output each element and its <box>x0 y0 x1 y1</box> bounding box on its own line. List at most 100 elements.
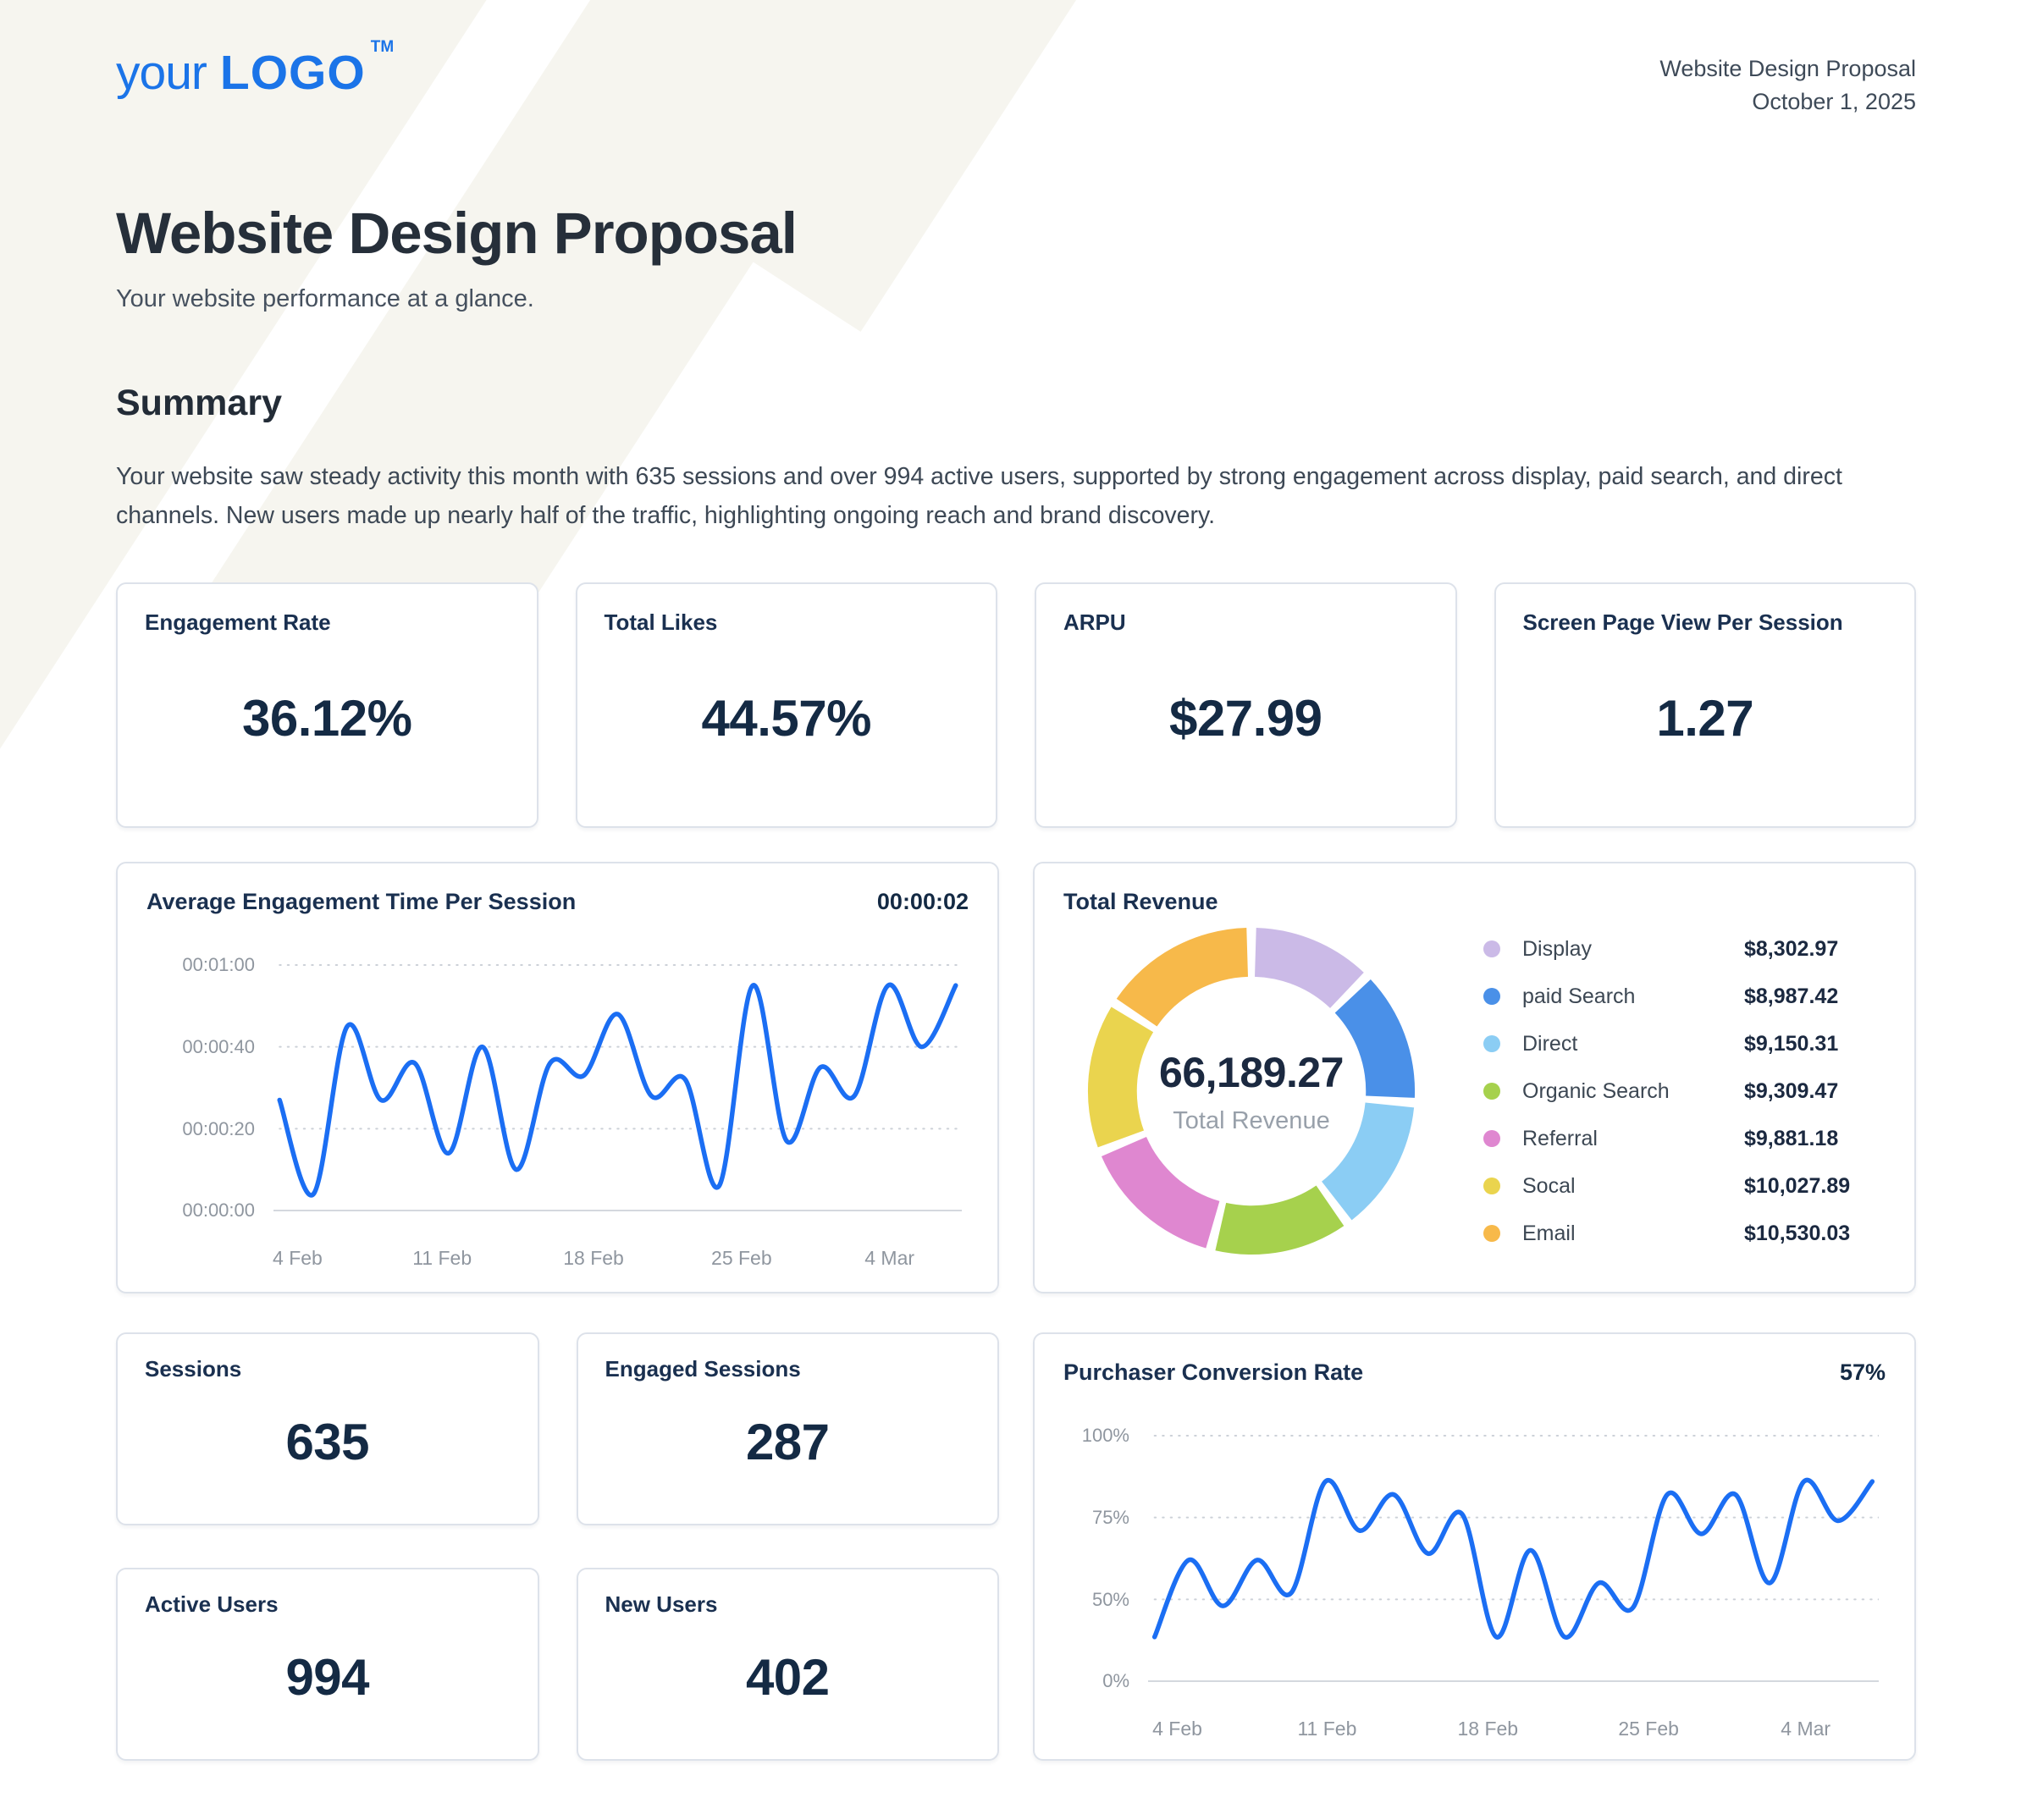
chart-header: Total Revenue <box>1063 889 1886 915</box>
kpi-value-wrap: 1.27 <box>1523 636 1888 801</box>
kpi-value: 36.12% <box>242 690 412 747</box>
legend-dot-icon <box>1483 1083 1500 1100</box>
kpi-label: Engagement Rate <box>145 609 331 636</box>
bottom-row: Sessions 635 Engaged Sessions 287 Active… <box>116 1332 1916 1762</box>
x-axis-labels: 4 Feb 11 Feb 18 Feb 25 Feb 4 Mar <box>1148 1710 1879 1740</box>
donut-center: 66,189.27 Total Revenue <box>1085 925 1417 1257</box>
donut-wrap: 66,189.27 Total Revenue <box>1085 925 1417 1257</box>
engagement-series-line <box>279 985 956 1196</box>
donut-segment-direct <box>1322 1102 1415 1221</box>
plot-area <box>1148 1389 1879 1700</box>
total-revenue-chart-card: Total Revenue 66,189.27 Total Revenue Di… <box>1033 862 1916 1294</box>
legend-label: Display <box>1522 936 1592 961</box>
donut-segment-display <box>1255 928 1364 1009</box>
plot-area <box>273 918 962 1229</box>
kpi-label: Active Users <box>145 1591 279 1618</box>
y-axis-labels: 00:01:00 00:00:40 00:00:20 00:00:00 <box>146 918 255 1229</box>
donut-chart-svg <box>1087 928 1416 1255</box>
kpi-value-wrap: 287 <box>605 1382 971 1502</box>
total-revenue-donut-chart: 66,189.27 Total Revenue Display $8,302.97… <box>1063 925 1886 1257</box>
legend-dot-icon <box>1483 1035 1500 1053</box>
donut-segment-socal <box>1087 1007 1154 1148</box>
page-title: Website Design Proposal <box>116 201 798 267</box>
kpi-card-arpu: ARPU $27.99 <box>1035 582 1457 829</box>
legend-dot-icon <box>1483 1225 1500 1243</box>
kpi-value: 402 <box>745 1649 830 1707</box>
legend-row: Referral $9,881.18 <box>1483 1127 1886 1151</box>
document-meta: Website Design Proposal October 1, 2025 <box>1659 49 1916 119</box>
kpi-card-total-likes: Total Likes 44.57% <box>575 582 997 829</box>
donut-segment-referral <box>1101 1137 1220 1249</box>
logo-name: LOGO <box>219 46 366 100</box>
x-tick-label: 11 Feb <box>412 1247 472 1270</box>
legend-dot-icon <box>1483 988 1500 1006</box>
bottom-kpi-grid: Sessions 635 Engaged Sessions 287 Active… <box>116 1332 999 1762</box>
company-logo: your LOGO TM <box>116 39 394 100</box>
y-tick-label: 00:00:40 <box>182 1036 255 1058</box>
x-tick-label: 4 Feb <box>1152 1718 1202 1740</box>
legend-label: Socal <box>1522 1173 1576 1198</box>
kpi-value-wrap: 635 <box>145 1382 511 1502</box>
legend-label: Email <box>1522 1221 1576 1245</box>
y-tick-label: 75% <box>1091 1507 1129 1529</box>
x-tick-label: 18 Feb <box>1457 1718 1519 1740</box>
content-container: your LOGO TM Website Design Proposal Octob… <box>116 0 1916 1762</box>
x-tick-label: 25 Feb <box>1618 1718 1679 1740</box>
y-tick-label: 50% <box>1091 1588 1129 1610</box>
purchaser-chart-svg <box>1148 1389 1879 1700</box>
legend-label: Direct <box>1522 1031 1578 1056</box>
document-meta-title: Website Design Proposal <box>1659 56 1916 81</box>
kpi-label: Screen Page View Per Session <box>1522 609 1843 636</box>
donut-total-value: 66,189.27 <box>1159 1048 1344 1096</box>
purchaser-conversion-line-chart: 100% 75% 50% 0% 4 Feb 11 Feb 18 Feb 25 Feb 4 Mar <box>1063 1389 1886 1740</box>
legend-value: $10,027.89 <box>1744 1173 1851 1198</box>
kpi-card-engaged-sessions: Engaged Sessions 287 <box>576 1332 999 1526</box>
kpi-card-new-users: New Users 402 <box>576 1568 999 1762</box>
kpi-value-wrap: 36.12% <box>145 636 510 801</box>
kpi-label: Sessions <box>145 1356 242 1382</box>
y-tick-label: 100% <box>1081 1425 1129 1447</box>
charts-row: Average Engagement Time Per Session 00:0… <box>116 862 1916 1294</box>
kpi-value: 44.57% <box>701 690 872 747</box>
legend-dot-icon <box>1483 1177 1500 1195</box>
chart-current-value: 57% <box>1839 1359 1886 1386</box>
purchaser-conversion-chart-card: Purchaser Conversion Rate 57% 100% 75% 50%… <box>1033 1332 1916 1762</box>
chart-title: Average Engagement Time Per Session <box>146 889 577 915</box>
chart-header: Purchaser Conversion Rate 57% <box>1063 1359 1886 1386</box>
y-tick-label: 00:00:20 <box>182 1117 255 1139</box>
trademark-symbol: TM <box>370 38 395 56</box>
y-axis-labels: 100% 75% 50% 0% <box>1063 1389 1129 1700</box>
legend-value: $9,881.18 <box>1744 1126 1839 1150</box>
kpi-value: 1.27 <box>1656 690 1754 747</box>
kpi-value: 635 <box>285 1414 370 1471</box>
kpi-card-engagement-rate: Engagement Rate 36.12% <box>116 582 538 829</box>
legend-label: Referral <box>1522 1126 1598 1150</box>
kpi-row: Engagement Rate 36.12% Total Likes 44.57… <box>116 582 1916 829</box>
legend-row: Display $8,302.97 <box>1483 937 1886 962</box>
engagement-time-chart-card: Average Engagement Time Per Session 00:0… <box>116 862 999 1294</box>
chart-current-value: 00:00:02 <box>876 889 969 915</box>
logo-prefix: your <box>116 46 207 100</box>
legend-value: $8,302.97 <box>1744 936 1839 961</box>
legend-value: $10,530.03 <box>1744 1221 1851 1245</box>
kpi-label: Total Likes <box>604 609 718 636</box>
chart-header: Average Engagement Time Per Session 00:0… <box>146 889 969 915</box>
legend-value: $9,150.31 <box>1744 1031 1839 1056</box>
kpi-card-active-users: Active Users 994 <box>116 1568 539 1762</box>
revenue-legend: Display $8,302.97 paid Search $8,987.42 Dire… <box>1483 937 1886 1246</box>
legend-dot-icon <box>1483 1130 1500 1148</box>
summary-text: Your website saw steady activity this mo… <box>116 463 1842 529</box>
x-tick-label: 4 Feb <box>273 1247 323 1270</box>
legend-label: Organic Search <box>1522 1078 1670 1103</box>
legend-row: Organic Search $9,309.47 <box>1483 1079 1886 1104</box>
kpi-label: New Users <box>605 1591 718 1618</box>
donut-segment-email <box>1116 928 1248 1028</box>
legend-value: $9,309.47 <box>1744 1078 1839 1103</box>
chart-title: Total Revenue <box>1063 889 1218 915</box>
kpi-value-wrap: 994 <box>145 1618 511 1737</box>
legend-row: paid Search $8,987.42 <box>1483 984 1886 1009</box>
y-tick-label: 00:01:00 <box>182 954 255 976</box>
header-bar: your LOGO TM Website Design Proposal Octob… <box>116 0 1916 119</box>
kpi-value-wrap: 402 <box>605 1618 971 1737</box>
